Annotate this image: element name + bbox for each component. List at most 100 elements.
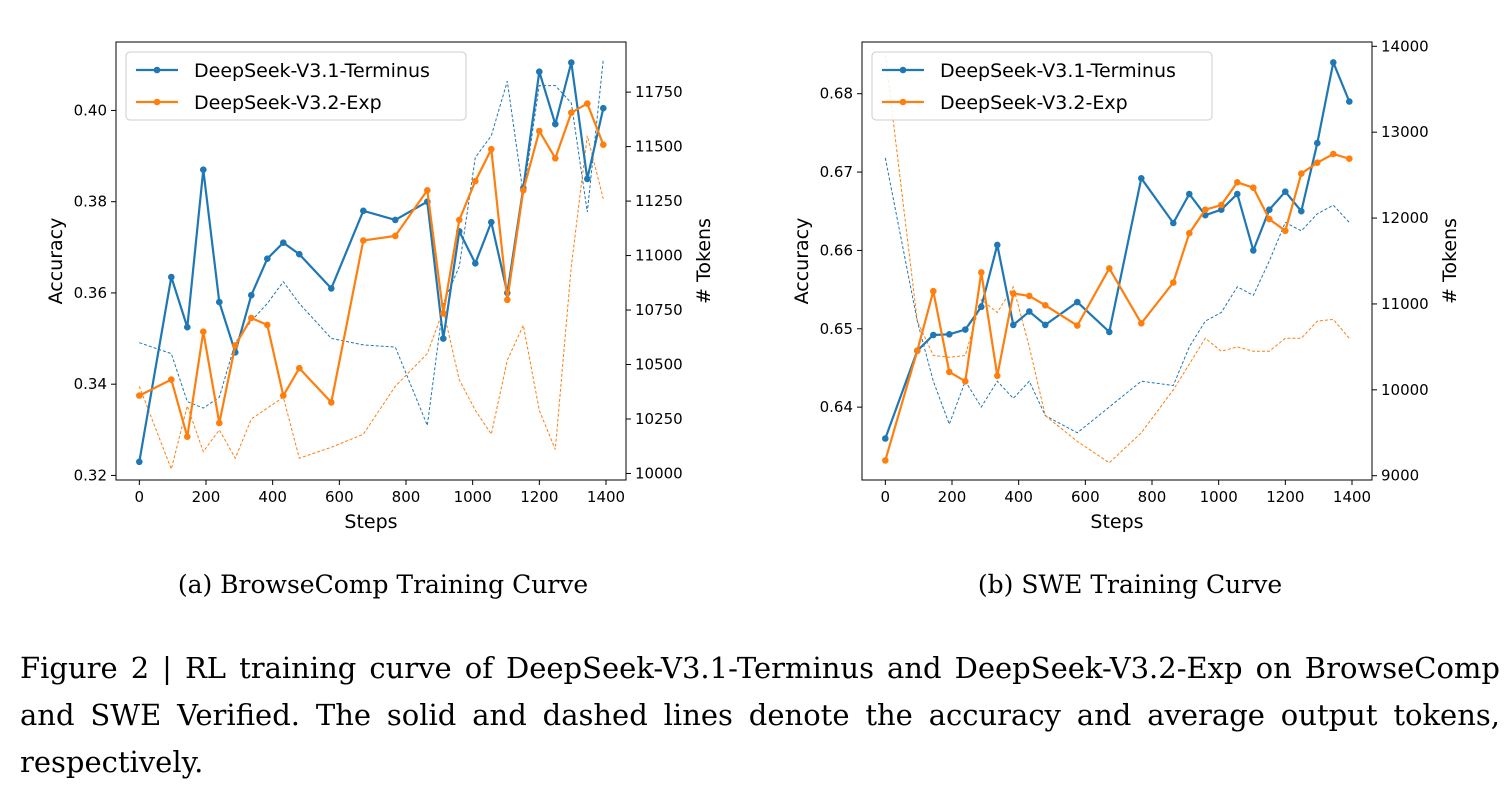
data-point xyxy=(1282,227,1289,235)
data-point xyxy=(1218,201,1225,209)
data-point xyxy=(552,155,559,162)
data-point xyxy=(136,392,143,399)
data-point xyxy=(536,127,543,135)
data-point xyxy=(264,255,271,262)
y-axis-label: Accuracy xyxy=(45,218,67,305)
data-point xyxy=(584,175,591,183)
y-tick-label: 0.65 xyxy=(820,320,853,338)
data-point xyxy=(184,323,191,331)
y2-tick-label: 9000 xyxy=(1381,467,1419,485)
subcaption-b: (b) SWE Training Curve xyxy=(978,570,1282,599)
data-point xyxy=(360,237,367,244)
data-point xyxy=(392,216,399,224)
data-point xyxy=(552,120,559,128)
y2-tick-label: 14000 xyxy=(1381,37,1429,55)
data-point xyxy=(568,59,575,66)
data-point xyxy=(1282,188,1289,195)
data-point xyxy=(184,433,191,441)
data-point xyxy=(600,141,607,148)
legend: DeepSeek-V3.1-Terminus DeepSeek-V3.2-Exp xyxy=(871,51,1213,121)
data-point xyxy=(440,335,447,342)
data-point xyxy=(280,392,287,399)
data-point xyxy=(1346,155,1353,162)
data-point xyxy=(1138,320,1145,327)
data-point xyxy=(1298,207,1305,215)
data-point xyxy=(930,331,937,339)
data-point xyxy=(978,269,985,276)
data-point xyxy=(1010,290,1017,297)
data-point xyxy=(136,458,143,466)
chart-browsecomp: 0 200 400 600 800 1000 1200 1400 0.32 0.34 0.36 0.3… xyxy=(45,41,715,533)
data-point xyxy=(392,232,399,240)
data-point xyxy=(1026,308,1033,315)
x-tick-label: 800 xyxy=(392,488,421,506)
data-point xyxy=(978,303,985,311)
plot-frame xyxy=(115,41,627,481)
data-point xyxy=(1234,179,1241,186)
x-tick-label: 600 xyxy=(1071,488,1100,506)
data-point xyxy=(1314,139,1321,147)
series-line-tokens xyxy=(884,54,1350,464)
x-tick-label: 800 xyxy=(1138,488,1167,506)
data-point xyxy=(1218,206,1225,213)
data-point xyxy=(1074,322,1081,329)
figure-caption: Figure 2 | RL training curve of DeepSeek… xyxy=(20,651,1500,779)
data-point xyxy=(1010,321,1017,329)
x-tick-label: 200 xyxy=(192,488,221,506)
data-point xyxy=(424,187,431,194)
data-point xyxy=(994,372,1001,380)
subcaption-a: (a) BrowseComp Training Curve xyxy=(178,570,588,599)
data-point xyxy=(1250,184,1257,191)
data-point xyxy=(914,347,921,355)
data-point xyxy=(360,207,367,215)
x-tick-label: 1000 xyxy=(454,488,492,506)
y2-tick-label: 13000 xyxy=(1381,123,1429,141)
data-point xyxy=(1106,328,1113,336)
data-point xyxy=(280,239,287,246)
data-point xyxy=(472,177,479,185)
data-point xyxy=(1186,229,1193,237)
y2-axis-label: # Tokens xyxy=(1439,218,1461,304)
x-axis-label: Steps xyxy=(1090,511,1143,533)
data-point xyxy=(1314,159,1321,166)
y-tick-label: 0.38 xyxy=(74,193,107,211)
x-tick-label: 400 xyxy=(258,488,287,506)
legend-swatch-marker xyxy=(899,66,907,74)
data-point xyxy=(1138,175,1145,182)
series-line-tokens xyxy=(139,59,604,428)
data-point xyxy=(584,100,591,107)
data-point xyxy=(1186,190,1193,198)
data-point xyxy=(1298,170,1305,177)
data-point xyxy=(882,435,889,442)
x-tick-label: 600 xyxy=(325,488,354,506)
y2-tick-label: 10750 xyxy=(635,301,683,319)
data-point xyxy=(568,109,575,116)
data-point xyxy=(1170,279,1177,286)
legend-swatch-marker xyxy=(153,98,161,106)
data-point xyxy=(600,104,607,112)
legend-label: DeepSeek-V3.2-Exp xyxy=(940,92,1128,114)
legend-box xyxy=(871,51,1213,121)
data-point xyxy=(1170,219,1177,227)
x-axis-label: Steps xyxy=(344,511,397,533)
data-point xyxy=(328,399,335,406)
data-point xyxy=(1026,292,1033,300)
x-tick-label: 400 xyxy=(1004,488,1033,506)
data-point xyxy=(536,68,543,75)
y2-tick-label: 10000 xyxy=(1381,381,1429,399)
series-line-accuracy xyxy=(138,62,605,462)
data-point xyxy=(1330,59,1337,66)
y2-tick-label: 11750 xyxy=(635,83,683,101)
data-point xyxy=(520,187,527,194)
data-point xyxy=(962,378,969,385)
x-tick-label: 0 xyxy=(135,488,145,506)
data-point xyxy=(1042,321,1049,329)
y2-tick-label: 10000 xyxy=(635,464,683,482)
y2-tick-label: 12000 xyxy=(1381,209,1429,227)
data-point xyxy=(1106,265,1113,272)
legend-label: DeepSeek-V3.1-Terminus xyxy=(940,60,1176,82)
data-point xyxy=(488,145,495,153)
x-tick-label: 1400 xyxy=(1333,488,1371,506)
data-point xyxy=(1330,150,1337,158)
